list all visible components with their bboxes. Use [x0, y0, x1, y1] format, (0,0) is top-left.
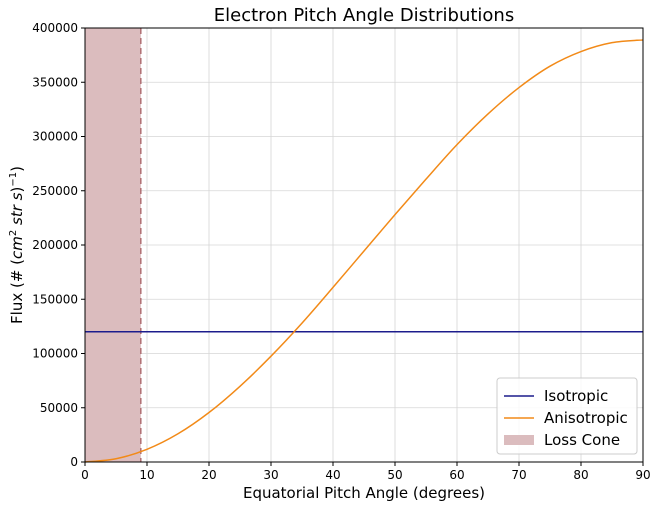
legend-label-anisotropic: Anisotropic: [544, 409, 628, 427]
y-axis-title-str-s: str s: [8, 192, 26, 225]
x-tick-label-9: 90: [635, 468, 650, 482]
y-tick-label-6: 300000: [32, 130, 78, 144]
loss-cone-region: [85, 28, 141, 462]
y-tick-label-5: 250000: [32, 184, 78, 198]
legend: Isotropic Anisotropic Loss Cone: [496, 377, 638, 455]
chart-title: Electron Pitch Angle Distributions: [214, 5, 514, 26]
y-tick-label-0: 0: [70, 455, 78, 469]
x-tick-label-7: 70: [511, 468, 526, 482]
y-axis-title: Flux (# (cm2 str s)−1): [8, 166, 26, 324]
y-axis-title-cm: cm: [8, 236, 26, 259]
y-axis-title-sup-2: 2: [8, 230, 19, 236]
x-tick-label-0: 0: [81, 468, 89, 482]
x-axis-ticks: 0 10 20 30 40 50 60 70 80 90: [81, 462, 651, 482]
series-line-anisotropic: [84, 39, 644, 463]
x-tick-label-3: 30: [263, 468, 278, 482]
x-tick-label-5: 50: [387, 468, 402, 482]
x-tick-label-4: 40: [325, 468, 340, 482]
y-axis-title-end: ): [8, 166, 26, 172]
legend-label-isotropic: Isotropic: [544, 387, 608, 405]
x-tick-label-1: 10: [139, 468, 154, 482]
y-tick-label-2: 100000: [32, 347, 78, 361]
y-axis-ticks: 0 50000 100000 150000 200000 250000 300000 3500…: [32, 21, 85, 469]
legend-swatch-loss-cone: [504, 435, 534, 445]
y-tick-label-7: 350000: [32, 75, 78, 89]
x-tick-label-8: 80: [573, 468, 588, 482]
y-tick-label-3: 150000: [32, 292, 78, 306]
x-tick-label-2: 20: [201, 468, 216, 482]
y-axis-title-close: ): [8, 187, 26, 193]
y-tick-label-4: 200000: [32, 238, 78, 252]
y-tick-label-8: 400000: [32, 21, 78, 35]
x-axis-title: Equatorial Pitch Angle (degrees): [243, 484, 485, 502]
x-tick-label-6: 60: [449, 468, 464, 482]
y-axis-title-prefix: Flux (# (: [8, 259, 26, 324]
series-group: [84, 39, 644, 463]
y-tick-label-1: 50000: [40, 401, 78, 415]
legend-label-loss-cone: Loss Cone: [544, 431, 620, 449]
y-axis-title-sup-neg1: −1: [8, 172, 19, 187]
